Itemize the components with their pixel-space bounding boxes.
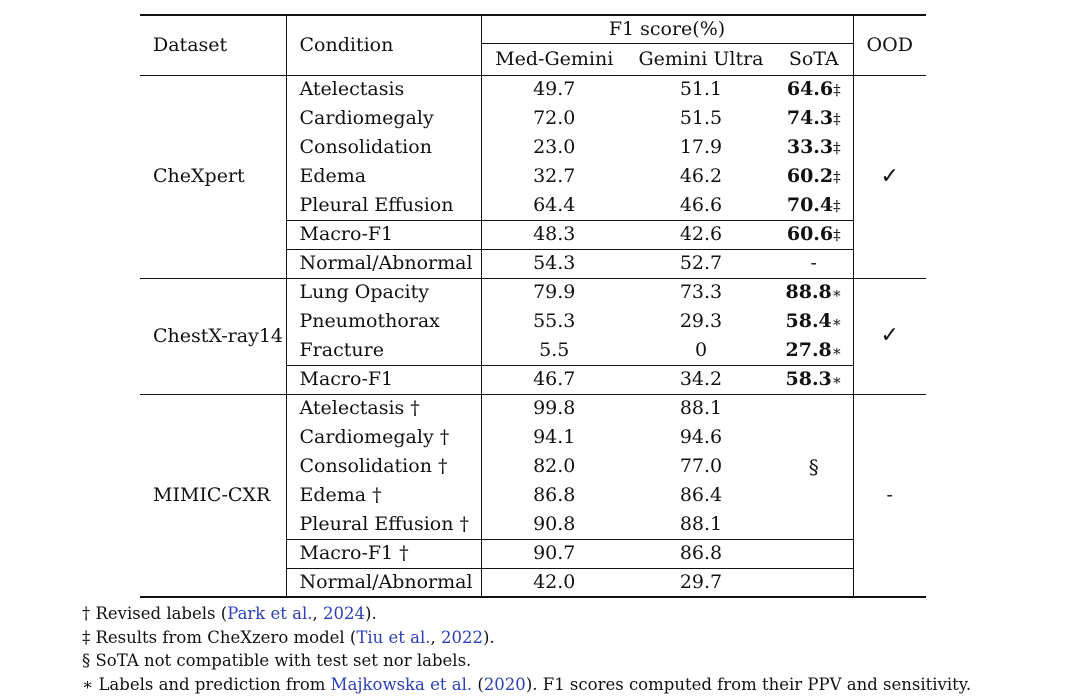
condition-cell: Pneumothorax <box>286 307 481 336</box>
condition-cell: Normal/Abnormal <box>286 249 481 278</box>
header-condition: Condition <box>286 15 481 75</box>
gemini-ultra-cell: 73.3 <box>627 278 775 307</box>
condition-cell: Consolidation <box>286 133 481 162</box>
citation-link[interactable]: Majkowska et al. <box>331 675 472 694</box>
sota-cell: 58.4∗ <box>775 307 853 336</box>
header-dataset: Dataset <box>140 15 286 75</box>
med-gemini-cell: 99.8 <box>481 394 627 423</box>
dataset-cell: MIMIC-CXR <box>140 394 286 597</box>
sota-cell: 60.6‡ <box>775 220 853 249</box>
gemini-ultra-cell: 29.7 <box>627 568 775 597</box>
condition-cell: Macro-F1 <box>286 365 481 394</box>
sota-cell: 33.3‡ <box>775 133 853 162</box>
med-gemini-cell: 46.7 <box>481 365 627 394</box>
sota-cell: - <box>775 249 853 278</box>
med-gemini-cell: 55.3 <box>481 307 627 336</box>
gemini-ultra-cell: 86.8 <box>627 539 775 568</box>
med-gemini-cell: 54.3 <box>481 249 627 278</box>
gemini-ultra-cell: 29.3 <box>627 307 775 336</box>
condition-cell: Cardiomegaly <box>286 104 481 133</box>
ood-cell: ✓ <box>853 278 926 394</box>
med-gemini-cell: 23.0 <box>481 133 627 162</box>
sota-cell: 60.2‡ <box>775 162 853 191</box>
condition-cell: Fracture <box>286 336 481 365</box>
sota-cell: 64.6‡ <box>775 75 853 104</box>
footnote-double-dagger: ‡ Results from CheXzero model (Tiu et al… <box>82 626 1062 650</box>
sota-empty-cell <box>775 539 853 568</box>
condition-cell: Macro-F1 † <box>286 539 481 568</box>
ood-cell: ✓ <box>853 75 926 278</box>
results-table: Dataset Condition F1 score(%) OOD Med-Ge… <box>140 14 926 598</box>
condition-cell: Pleural Effusion <box>286 191 481 220</box>
header-sota: SoTA <box>775 43 853 75</box>
med-gemini-cell: 49.7 <box>481 75 627 104</box>
gemini-ultra-cell: 51.1 <box>627 75 775 104</box>
gemini-ultra-cell: 52.7 <box>627 249 775 278</box>
gemini-ultra-cell: 77.0 <box>627 452 775 481</box>
gemini-ultra-cell: 88.1 <box>627 394 775 423</box>
gemini-ultra-cell: 46.6 <box>627 191 775 220</box>
gemini-ultra-cell: 51.5 <box>627 104 775 133</box>
footnote-section: § SoTA not compatible with test set nor … <box>82 649 1062 673</box>
header-ood: OOD <box>853 15 926 75</box>
gemini-ultra-cell: 88.1 <box>627 510 775 539</box>
gemini-ultra-cell: 42.6 <box>627 220 775 249</box>
condition-cell: Lung Opacity <box>286 278 481 307</box>
med-gemini-cell: 90.8 <box>481 510 627 539</box>
dataset-cell: CheXpert <box>140 75 286 278</box>
citation-link[interactable]: Tiu et al. <box>356 628 430 647</box>
citation-link[interactable]: Park et al. <box>227 604 312 623</box>
med-gemini-cell: 42.0 <box>481 568 627 597</box>
condition-cell: Consolidation † <box>286 452 481 481</box>
footnotes: † Revised labels (Park et al., 2024). ‡ … <box>82 602 1062 696</box>
dataset-cell: ChestX-ray14 <box>140 278 286 394</box>
condition-cell: Atelectasis <box>286 75 481 104</box>
med-gemini-cell: 72.0 <box>481 104 627 133</box>
header-f1-score: F1 score(%) <box>481 15 853 43</box>
ood-cell: - <box>853 394 926 597</box>
med-gemini-cell: 64.4 <box>481 191 627 220</box>
footnote-asterisk: ∗ Labels and prediction from Majkowska e… <box>82 673 1062 696</box>
gemini-ultra-cell: 17.9 <box>627 133 775 162</box>
gemini-ultra-cell: 86.4 <box>627 481 775 510</box>
header-med-gemini: Med-Gemini <box>481 43 627 75</box>
med-gemini-cell: 94.1 <box>481 423 627 452</box>
sota-cell: 88.8∗ <box>775 278 853 307</box>
med-gemini-cell: 82.0 <box>481 452 627 481</box>
gemini-ultra-cell: 46.2 <box>627 162 775 191</box>
sota-cell: 74.3‡ <box>775 104 853 133</box>
table-row: CheXpert Atelectasis 49.7 51.1 64.6‡ ✓ <box>140 75 926 104</box>
med-gemini-cell: 5.5 <box>481 336 627 365</box>
footnote-dagger: † Revised labels (Park et al., 2024). <box>82 602 1062 626</box>
med-gemini-cell: 48.3 <box>481 220 627 249</box>
header-gemini-ultra: Gemini Ultra <box>627 43 775 75</box>
sota-cell: 58.3∗ <box>775 365 853 394</box>
condition-cell: Edema † <box>286 481 481 510</box>
condition-cell: Atelectasis † <box>286 394 481 423</box>
condition-cell: Edema <box>286 162 481 191</box>
condition-cell: Normal/Abnormal <box>286 568 481 597</box>
citation-year-link[interactable]: 2022 <box>441 628 483 647</box>
med-gemini-cell: 90.7 <box>481 539 627 568</box>
sota-empty-cell <box>775 568 853 597</box>
gemini-ultra-cell: 34.2 <box>627 365 775 394</box>
table-row: MIMIC-CXR Atelectasis † 99.8 88.1 § - <box>140 394 926 423</box>
condition-cell: Macro-F1 <box>286 220 481 249</box>
citation-year-link[interactable]: 2020 <box>484 675 526 694</box>
sota-cell: 27.8∗ <box>775 336 853 365</box>
gemini-ultra-cell: 94.6 <box>627 423 775 452</box>
condition-cell: Cardiomegaly † <box>286 423 481 452</box>
gemini-ultra-cell: 0 <box>627 336 775 365</box>
condition-cell: Pleural Effusion † <box>286 510 481 539</box>
sota-note-cell: § <box>775 394 853 539</box>
med-gemini-cell: 32.7 <box>481 162 627 191</box>
sota-cell: 70.4‡ <box>775 191 853 220</box>
citation-year-link[interactable]: 2024 <box>323 604 365 623</box>
med-gemini-cell: 86.8 <box>481 481 627 510</box>
table-row: ChestX-ray14 Lung Opacity 79.9 73.3 88.8… <box>140 278 926 307</box>
med-gemini-cell: 79.9 <box>481 278 627 307</box>
